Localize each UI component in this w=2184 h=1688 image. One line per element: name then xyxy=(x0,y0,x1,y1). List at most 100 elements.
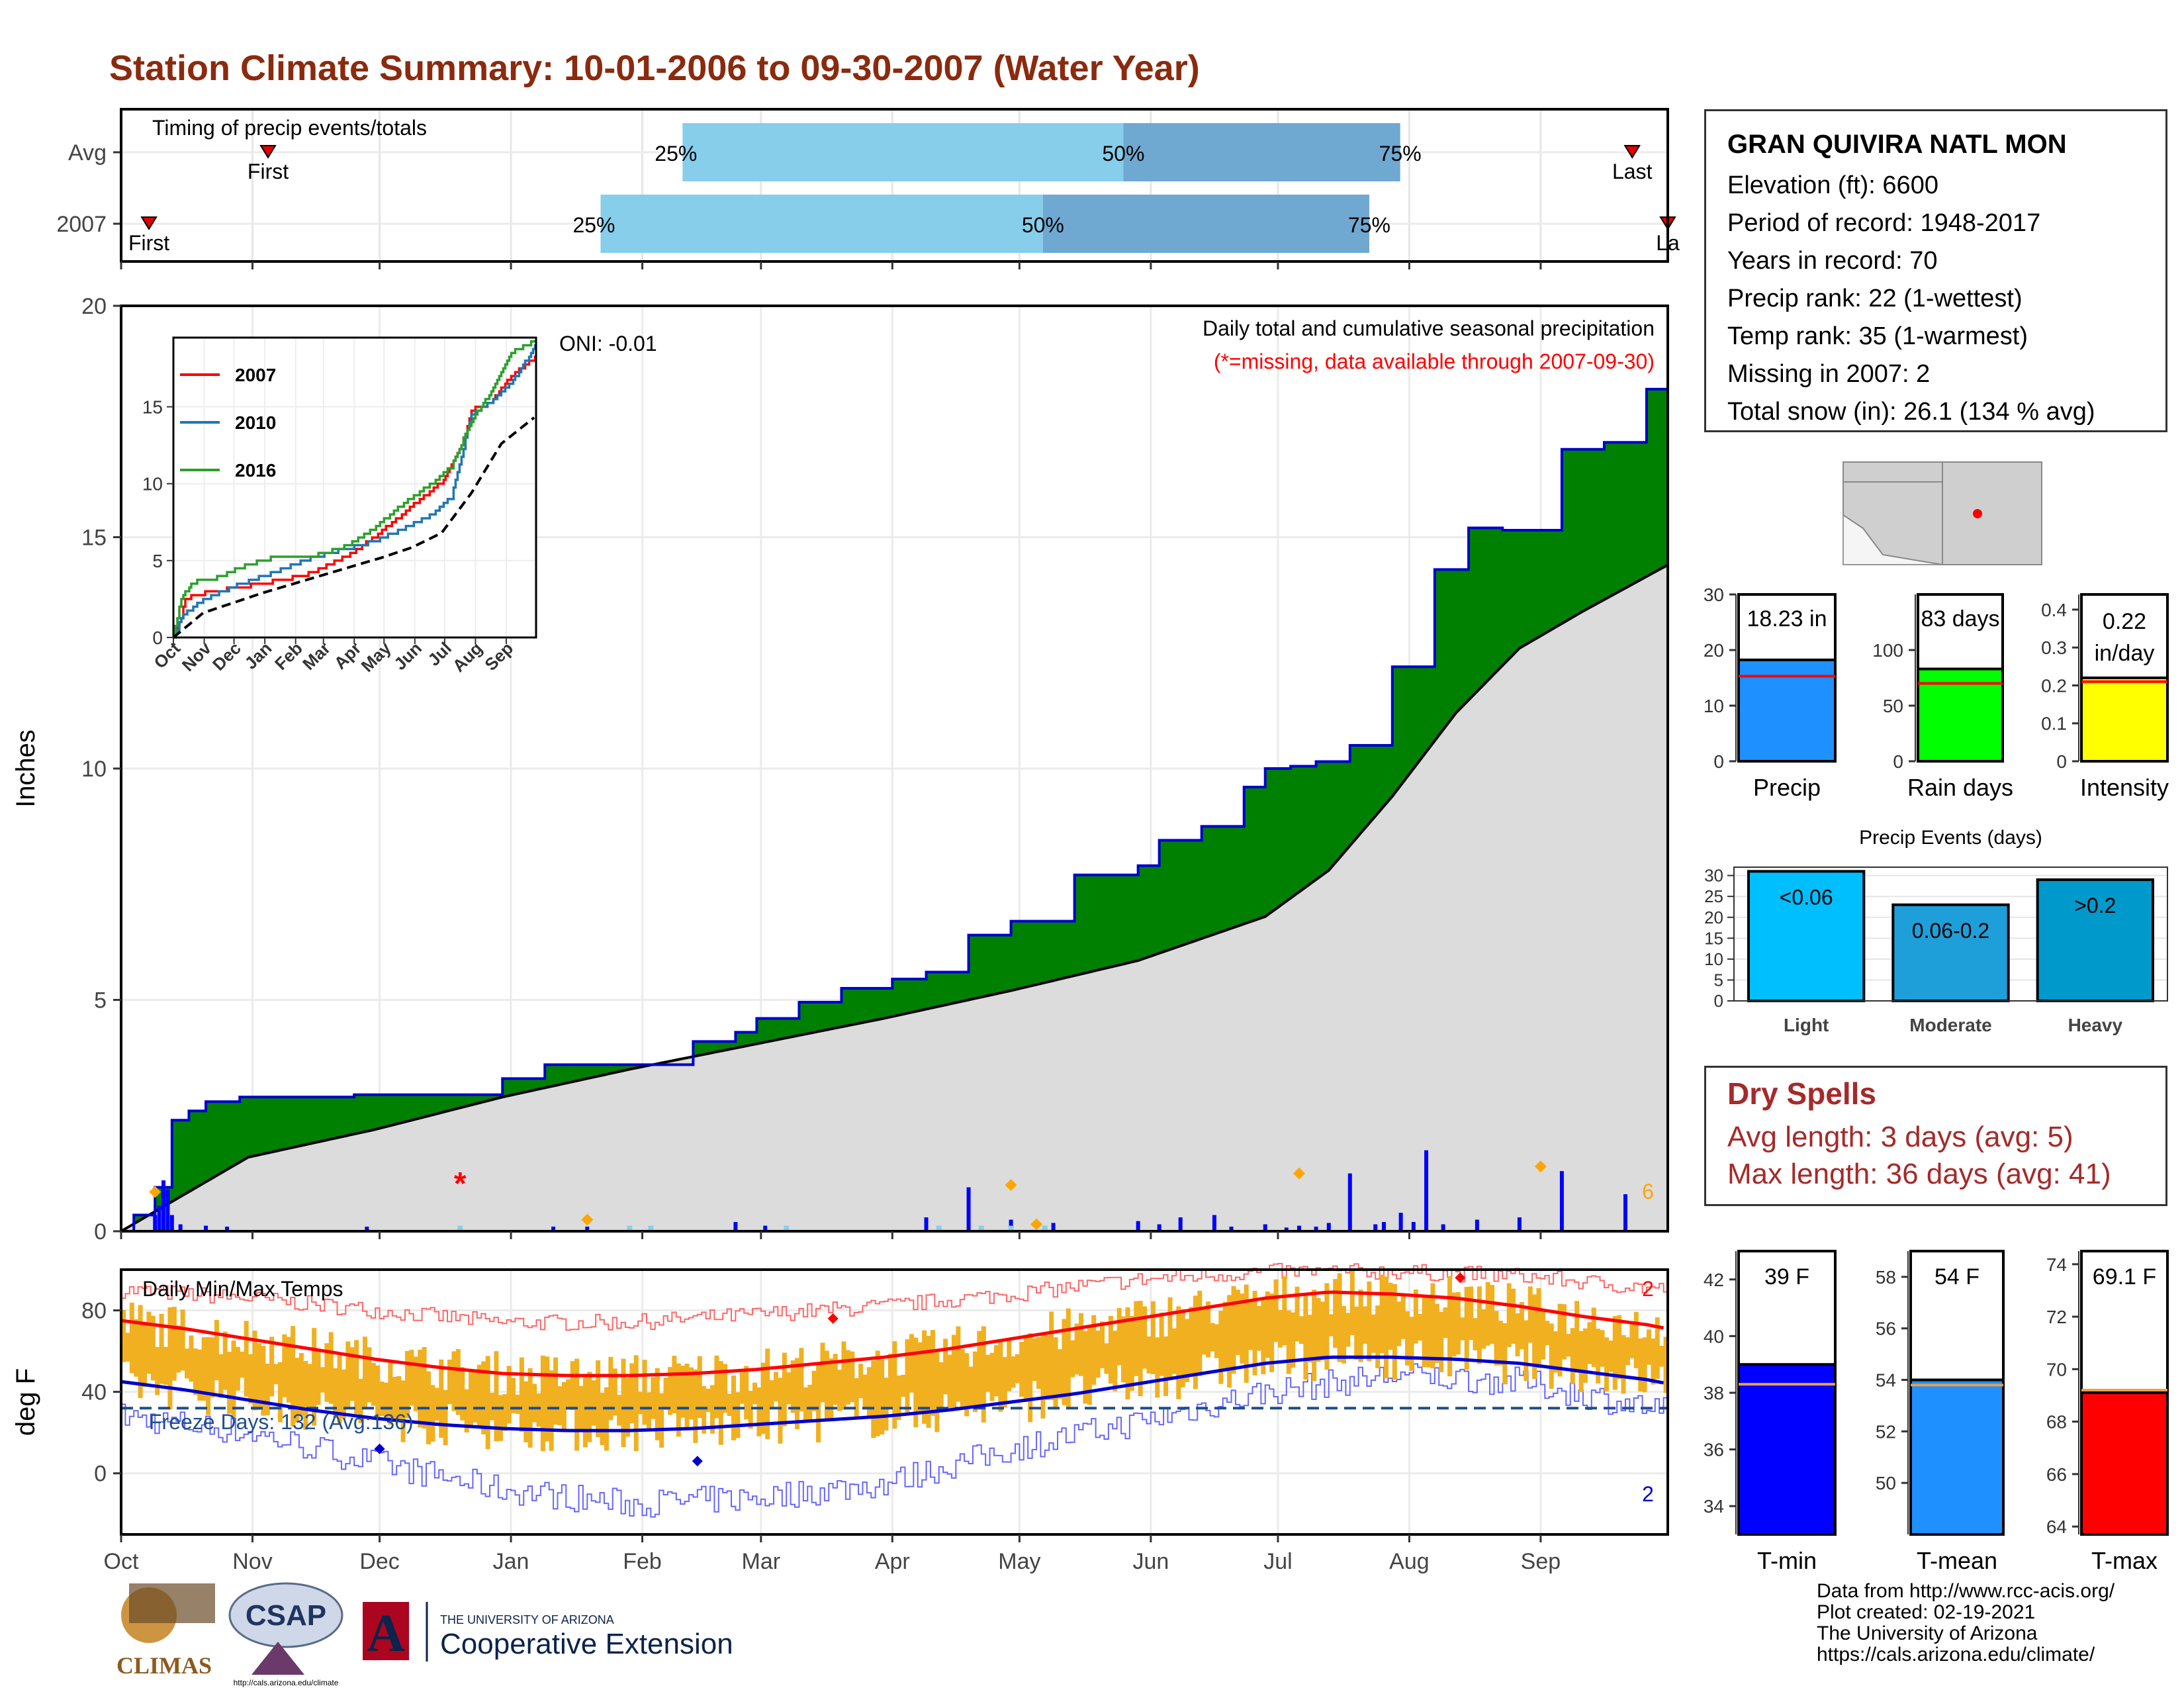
precip-daily-bar xyxy=(1284,1227,1289,1231)
precip-2007-cumulative-line xyxy=(121,387,1669,1233)
temp-record-max-marker xyxy=(827,1313,839,1324)
precip-daily-bar xyxy=(225,1227,230,1231)
temp-daily-range-bar xyxy=(1578,1331,1584,1393)
temp-daily-range-bar xyxy=(1269,1293,1275,1372)
temp-daily-range-bar xyxy=(354,1340,359,1414)
temp-xtick-label: Nov xyxy=(232,1549,272,1574)
temp-daily-range-bar xyxy=(1028,1333,1033,1423)
temp-daily-range-bar xyxy=(1036,1336,1041,1389)
temp-daily-range-bar xyxy=(1023,1335,1028,1402)
temp-daily-range-bar xyxy=(553,1357,559,1425)
temp-daily-range-bar xyxy=(328,1332,334,1404)
temp-daily-range-bar xyxy=(926,1336,931,1428)
temp-daily-range-bar xyxy=(1324,1283,1330,1370)
temp-daily-range-bar xyxy=(1032,1338,1037,1382)
temp-bar-0-bar xyxy=(1737,1363,1837,1536)
temp-daily-range-bar xyxy=(142,1324,148,1387)
temp-ylabel: deg F xyxy=(11,1368,40,1436)
temp-daily-range-bar xyxy=(1612,1316,1617,1390)
temp-daily-range-bar xyxy=(1116,1308,1122,1366)
temp-daily-range-bar xyxy=(362,1336,367,1409)
temp-daily-range-bar xyxy=(345,1341,351,1409)
temp-daily-range-bar xyxy=(337,1355,342,1424)
temp-daily-range-bar xyxy=(1498,1321,1503,1366)
temp-daily-range-bar xyxy=(1566,1334,1571,1357)
summary-bar-1-ytick-label: 100 xyxy=(1872,640,1903,661)
summary-bar-intensity-label-1: 0.22 xyxy=(2103,609,2146,634)
precip-event-marker xyxy=(1293,1167,1305,1180)
temp-daily-range-bar xyxy=(1633,1311,1639,1368)
temp-daily-range-bar xyxy=(1481,1309,1486,1349)
temp-daily-range-bar xyxy=(1519,1302,1524,1350)
temp-daily-range-bar xyxy=(1277,1309,1283,1348)
temp-daily-range-bar xyxy=(824,1350,829,1420)
temp-daily-range-bar xyxy=(1197,1290,1203,1377)
temp-daily-range-bar xyxy=(837,1370,842,1411)
temp-bar-2-ytick-label: 72 xyxy=(2046,1307,2067,1327)
temp-daily-range-bar xyxy=(951,1335,956,1410)
temp-daily-range-bar xyxy=(1286,1310,1291,1374)
temp-daily-range-bar xyxy=(1079,1313,1084,1376)
precip-snow-bar xyxy=(936,1225,942,1231)
timing-bar-25-50 xyxy=(600,195,1043,253)
temp-daily-range-bar xyxy=(1400,1295,1406,1339)
temp-daily-range-bar xyxy=(358,1378,363,1423)
temp-daily-range-bar xyxy=(1015,1354,1020,1383)
temp-daily-range-bar xyxy=(349,1347,355,1401)
precip-snow-bar xyxy=(457,1225,463,1231)
inset-legend-label-2007: 2007 xyxy=(235,365,276,385)
summary-bar-2-bar xyxy=(2080,677,2169,763)
temp-daily-range-bar xyxy=(1125,1307,1130,1400)
page-title: Station Climate Summary: 10-01-2006 to 0… xyxy=(109,48,1200,88)
ua-logo-block xyxy=(363,1602,409,1660)
precip-ytick-label: 0 xyxy=(94,1219,107,1244)
temp-daily-range-bar xyxy=(396,1376,402,1419)
precip-events-bar-label: >0.2 xyxy=(2074,894,2116,917)
precip-daily-bar xyxy=(585,1227,590,1231)
temp-daily-range-bar xyxy=(549,1370,554,1451)
timing-bar-25-50 xyxy=(682,123,1124,181)
temp-daily-range-bar xyxy=(1303,1294,1308,1380)
temp-daily-range-bar xyxy=(312,1328,317,1426)
timing-label-25: 25% xyxy=(655,142,697,165)
temp-daily-range-bar xyxy=(201,1337,206,1401)
temp-daily-range-bar xyxy=(1180,1309,1185,1387)
temp-daily-range-bar xyxy=(1638,1338,1643,1392)
temp-daily-range-bar xyxy=(324,1343,330,1402)
temp-daily-range-bar xyxy=(1185,1319,1190,1382)
timing-label-75: 75% xyxy=(1379,142,1422,165)
temp-daily-range-bar xyxy=(1049,1311,1054,1401)
temp-daily-range-bar xyxy=(1549,1323,1554,1389)
temp-daily-range-bar xyxy=(388,1361,393,1425)
temp-daily-range-bar xyxy=(1206,1301,1211,1358)
summary-bar-2-ytick-label: 0.4 xyxy=(2041,600,2067,620)
temp-daily-range-bar xyxy=(1227,1295,1232,1388)
temp-daily-range-bar xyxy=(913,1337,919,1428)
temp-xtick-label: Sep xyxy=(1521,1549,1561,1574)
precip-daily-bar xyxy=(1382,1222,1387,1231)
precip-daily-bar xyxy=(1263,1224,1267,1231)
temp-daily-range-bar xyxy=(756,1387,762,1436)
temp-bar-2-ytick-label: 66 xyxy=(2046,1464,2067,1485)
temp-daily-range-bar xyxy=(1121,1316,1126,1383)
temp-daily-range-bar xyxy=(282,1334,287,1397)
temp-daily-range-bar xyxy=(1651,1338,1656,1385)
temp-daily-range-bar xyxy=(392,1377,397,1421)
temp-daily-range-bar xyxy=(693,1369,698,1443)
precip-event-marker xyxy=(581,1213,594,1226)
temp-daily-range-bar xyxy=(600,1393,605,1446)
precip-event-marker xyxy=(1534,1160,1547,1173)
temp-daily-range-bar xyxy=(901,1374,906,1397)
precip-daily-bar xyxy=(1623,1194,1627,1231)
inset-ytick-label: 0 xyxy=(152,628,163,648)
temp-daily-range-bar xyxy=(1044,1335,1050,1401)
temp-daily-range-bar xyxy=(1066,1308,1071,1409)
temp-daily-range-bar xyxy=(1604,1337,1609,1391)
precip-events-category: Light xyxy=(1784,1015,1829,1035)
ua-logo-letter: A xyxy=(367,1605,405,1663)
temp-bar-1-ytick-label: 50 xyxy=(1876,1473,1896,1493)
temp-daily-range-bar xyxy=(1189,1307,1194,1376)
temp-daily-range-bar xyxy=(379,1382,385,1417)
precip-events-bar-moderate xyxy=(1891,903,2010,1002)
temp-daily-range-bar xyxy=(1337,1273,1342,1362)
